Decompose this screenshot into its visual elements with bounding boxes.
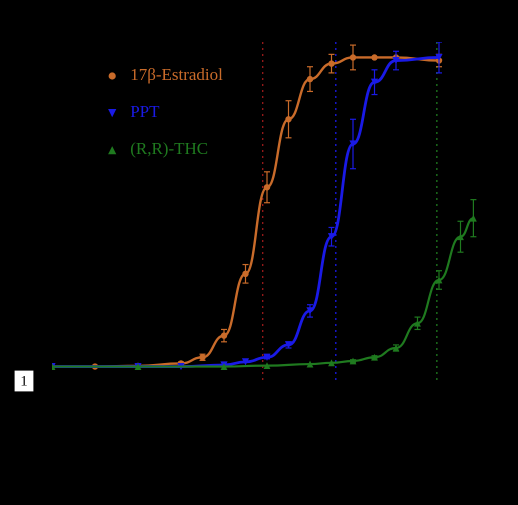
dose-response-chart: 17β-Estradiol PPT (R,R)-THC 1 [0,0,518,505]
legend-label: PPT [130,102,160,121]
panel-index-label: 1 [20,373,28,389]
legend-label: (R,R)-THC [130,139,208,158]
legend-label: 17β-Estradiol [130,65,223,84]
